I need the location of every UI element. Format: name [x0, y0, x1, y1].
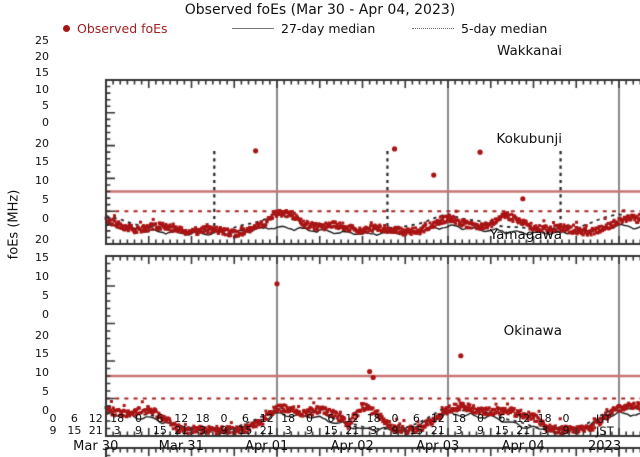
observed-dot-marker-icon [63, 24, 70, 32]
jst-hour-tick-label: 21 [174, 424, 189, 437]
y-tick-label: 15 [35, 66, 49, 80]
ut-hour-tick-label: 0 [391, 412, 399, 425]
ut-hour-tick-label: 0 [562, 412, 570, 425]
y-tick-label: 10 [35, 270, 49, 283]
ut-hour-tick-label: 12 [516, 412, 531, 425]
jst-hour-tick-label: 9 [477, 424, 484, 437]
legend-27day-label: 27-day median [281, 20, 376, 36]
y-tick-label: 10 [35, 366, 49, 379]
jst-hour-tick-label: 21 [345, 424, 360, 437]
ut-hour-tick-label: 12 [345, 412, 360, 425]
jst-hour-tick-label: 9 [306, 424, 313, 437]
y-tick-label: 5 [42, 288, 49, 302]
jst-hour-tick-label: 21 [430, 424, 445, 437]
ut-hour-tick-label: 18 [195, 412, 210, 425]
y-axis-label: foEs (MHz) [6, 189, 22, 260]
ut-hour-tick-label: 12 [259, 412, 274, 425]
legend-item-27day-median: 27-day median [232, 20, 375, 36]
jst-hour-tick-label: 9 [391, 424, 399, 437]
dotted-line-marker-icon [412, 27, 454, 29]
y-tick-label: 15 [35, 155, 49, 169]
y-tick-label: 0 [42, 403, 49, 417]
ut-hour-tick-label: 0 [135, 412, 142, 425]
jst-hour-tick-label: 9 [49, 424, 57, 437]
ut-hour-tick-label: 0 [220, 412, 228, 425]
ut-hour-tick-label: 18 [281, 412, 296, 425]
year-label: 2023 [588, 439, 622, 454]
solid-line-marker-icon [232, 27, 274, 29]
date-label: Apr 01 [245, 439, 289, 454]
legend-observed-label: Observed foEs [77, 20, 168, 36]
chart-title: Observed foEs (Mar 30 - Apr 04, 2023) [184, 2, 456, 18]
jst-hour-tick-label: 3 [199, 424, 207, 437]
jst-hour-tick-label: 15 [323, 424, 338, 437]
ut-hour-tick-label: 6 [498, 412, 506, 425]
jst-hour-tick-label: 9 [135, 424, 142, 437]
ut-hour-tick-label: 6 [156, 412, 164, 425]
jst-hour-tick-label: 15 [67, 424, 82, 437]
jst-hour-tick-label: 3 [113, 424, 121, 437]
y-tick-label: 20 [35, 328, 49, 342]
y-tick-label: 5 [42, 192, 49, 206]
station-label-okinawa: Okinawa [503, 323, 562, 339]
y-tick-label: 5 [42, 384, 49, 398]
jst-hour-tick-label: 3 [370, 424, 378, 437]
ut-hour-tick-label: 6 [241, 412, 249, 425]
y-tick-label: 15 [35, 347, 49, 361]
y-tick-label: 15 [35, 251, 49, 265]
ut-axis-label: UT [596, 412, 612, 426]
ut-hour-tick-label: 18 [452, 412, 467, 425]
ut-hour-tick-label: 18 [537, 412, 552, 425]
y-tick-label: 25 [35, 33, 49, 47]
jst-hour-tick-label: 3 [541, 424, 549, 437]
station-label-yamagawa: Yamagawa [489, 227, 562, 243]
ut-hour-tick-label: 0 [306, 412, 313, 425]
jst-hour-tick-label: 15 [494, 424, 509, 437]
ut-hour-tick-label: 18 [366, 412, 381, 425]
legend-item-observed: Observed foEs [63, 20, 168, 36]
jst-hour-tick-label: 15 [238, 424, 253, 437]
jst-axis-label: JST [596, 424, 614, 438]
jst-hour-tick-label: 15 [152, 424, 167, 437]
ut-hour-tick-label: 6 [327, 412, 335, 425]
ut-hour-tick-label: 0 [49, 412, 57, 425]
date-label: Mar 31 [158, 439, 204, 454]
jst-hour-tick-label: 15 [409, 424, 424, 437]
ut-hour-tick-label: 12 [430, 412, 445, 425]
y-tick-label: 10 [35, 174, 49, 187]
jst-hour-tick-label: 21 [259, 424, 274, 437]
ut-hour-tick-label: 0 [477, 412, 484, 425]
jst-hour-tick-label: 21 [516, 424, 531, 437]
legend-5day-label: 5-day median [461, 20, 548, 36]
date-label: Mar 30 [73, 439, 119, 454]
y-tick-label: 10 [35, 82, 49, 96]
ut-hour-tick-label: 12 [88, 412, 103, 425]
jst-hour-tick-label: 21 [88, 424, 103, 437]
y-tick-label: 20 [35, 136, 49, 150]
jst-hour-tick-label: 3 [284, 424, 292, 437]
y-tick-label: 20 [35, 232, 49, 246]
date-label: Apr 04 [501, 439, 545, 454]
station-label-wakkanai: Wakkanai [496, 43, 562, 59]
station-label-kokubunji: Kokubunji [496, 131, 562, 147]
date-label: Apr 03 [416, 439, 460, 454]
ut-hour-tick-label: 12 [174, 412, 189, 425]
ut-hour-tick-label: 6 [412, 412, 420, 425]
y-tick-label: 0 [42, 115, 49, 129]
ut-hour-tick-label: 18 [110, 412, 125, 425]
ut-hour-tick-label: 6 [70, 412, 78, 425]
jst-hour-tick-label: 3 [455, 424, 463, 437]
legend-item-5day-median: 5-day median [412, 20, 547, 36]
y-tick-label: 20 [35, 49, 49, 63]
jst-hour-tick-label: 9 [562, 424, 570, 437]
jst-hour-tick-label: 9 [220, 424, 228, 437]
y-tick-label: 5 [42, 99, 49, 113]
date-label: Apr 02 [330, 439, 374, 454]
y-tick-label: 0 [42, 307, 49, 321]
y-tick-label: 0 [42, 211, 49, 225]
